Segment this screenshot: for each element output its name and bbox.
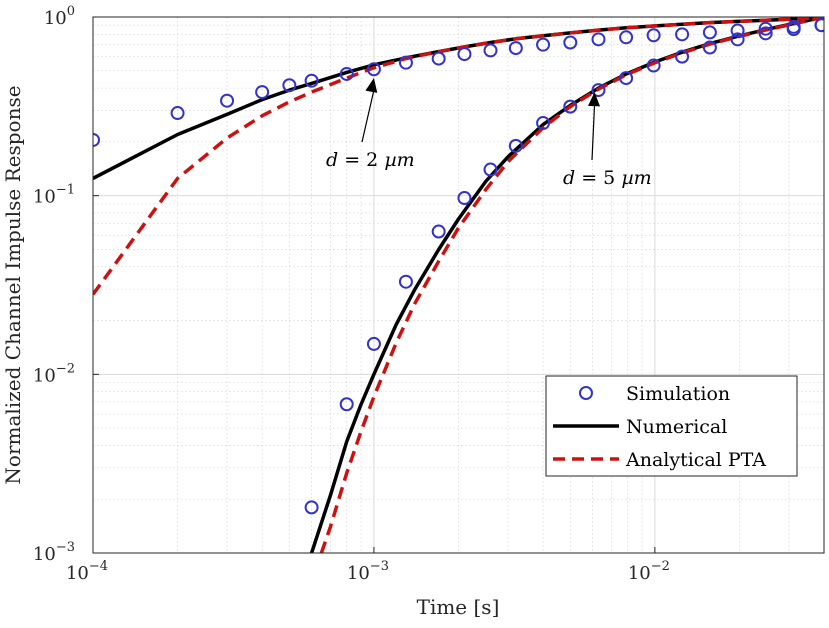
simulation-point-simulation-2um — [536, 37, 551, 52]
simulation-point-simulation-2um — [304, 73, 319, 88]
simulation-point-simulation-5um — [814, 18, 824, 33]
simulation-point-simulation-2um — [758, 21, 773, 36]
simulation-point-simulation-5um — [591, 83, 606, 98]
simulation-point-simulation-2um — [591, 32, 606, 47]
simulation-point-simulation-5um — [786, 22, 801, 37]
x-tick-label: 10−3 — [347, 559, 389, 584]
simulation-point-simulation-2um — [619, 30, 634, 45]
simulation-point-simulation-2um — [220, 93, 235, 108]
simulation-point-simulation-2um — [702, 25, 717, 40]
legend-analytical-label: Analytical PTA — [625, 449, 766, 471]
simulation-point-simulation-5um — [398, 274, 413, 289]
simulation-point-simulation-2um — [93, 132, 100, 147]
annotation-arrow-head — [588, 92, 601, 107]
x-axis-label: Time [s] — [417, 595, 500, 619]
simulation-point-simulation-2um — [431, 51, 446, 66]
y-tick-label: 10−3 — [33, 540, 75, 565]
annotation-label: d = 5 µm — [563, 167, 652, 189]
legend-numerical-label: Numerical — [626, 416, 727, 438]
annotation-arrow-head — [365, 77, 378, 93]
simulation-point-simulation-2um — [457, 47, 472, 62]
simulation-point-simulation-5um — [619, 71, 634, 86]
annotation-arrow-shaft — [591, 104, 596, 161]
y-tick-label: 10−1 — [33, 183, 75, 208]
legend: Simulation Numerical Analytical PTA — [545, 375, 798, 477]
x-tick-label: 10−2 — [628, 559, 670, 584]
y-axis-label: Normalized Channel Impulse Response — [1, 85, 25, 484]
simulation-point-simulation-5um — [702, 40, 717, 55]
y-tick-label: 100 — [44, 4, 75, 29]
simulation-point-simulation-2um — [483, 43, 498, 58]
simulation-point-simulation-5um — [563, 99, 578, 114]
simulation-point-simulation-2um — [675, 27, 690, 42]
simulation-point-simulation-5um — [431, 224, 446, 239]
simulation-point-simulation-2um — [170, 106, 185, 121]
simulation-point-simulation-2um — [339, 66, 354, 81]
simulation-point-simulation-5um — [508, 138, 523, 153]
series-line-analytical-pta-2um — [93, 17, 824, 296]
simulation-point-simulation-5um — [304, 500, 319, 515]
simulation-point-simulation-5um — [758, 26, 773, 41]
annotations: d = 2 µm d = 5 µm — [326, 77, 652, 189]
simulation-point-simulation-2um — [730, 23, 745, 38]
legend-simulation-label: Simulation — [626, 383, 730, 405]
simulation-point-simulation-2um — [255, 85, 270, 100]
annotation-label: d = 2 µm — [326, 149, 415, 171]
simulation-point-simulation-2um — [366, 62, 381, 77]
simulation-point-simulation-5um — [536, 116, 551, 131]
simulation-point-simulation-5um — [339, 397, 354, 412]
simulation-point-simulation-5um — [730, 32, 745, 47]
simulation-point-simulation-5um — [366, 336, 381, 351]
annotation-arrow-shaft — [361, 89, 375, 143]
y-tick-label: 10−2 — [33, 361, 75, 386]
x-tick-label: 10−4 — [66, 559, 108, 584]
simulation-point-simulation-5um — [457, 191, 472, 206]
simulation-point-simulation-5um — [483, 162, 498, 177]
simulation-point-simulation-2um — [508, 41, 523, 56]
simulation-point-simulation-5um — [646, 58, 661, 73]
series-line-analytical-pta-5um — [319, 17, 824, 553]
simulation-point-simulation-2um — [398, 55, 413, 70]
series-layer — [93, 17, 824, 553]
simulation-point-simulation-5um — [675, 49, 690, 64]
simulation-point-simulation-2um — [563, 35, 578, 50]
plot-frame — [92, 16, 825, 554]
simulation-point-simulation-2um — [282, 78, 297, 93]
legend-simulation-marker — [579, 386, 593, 400]
simulation-point-simulation-2um — [646, 28, 661, 43]
